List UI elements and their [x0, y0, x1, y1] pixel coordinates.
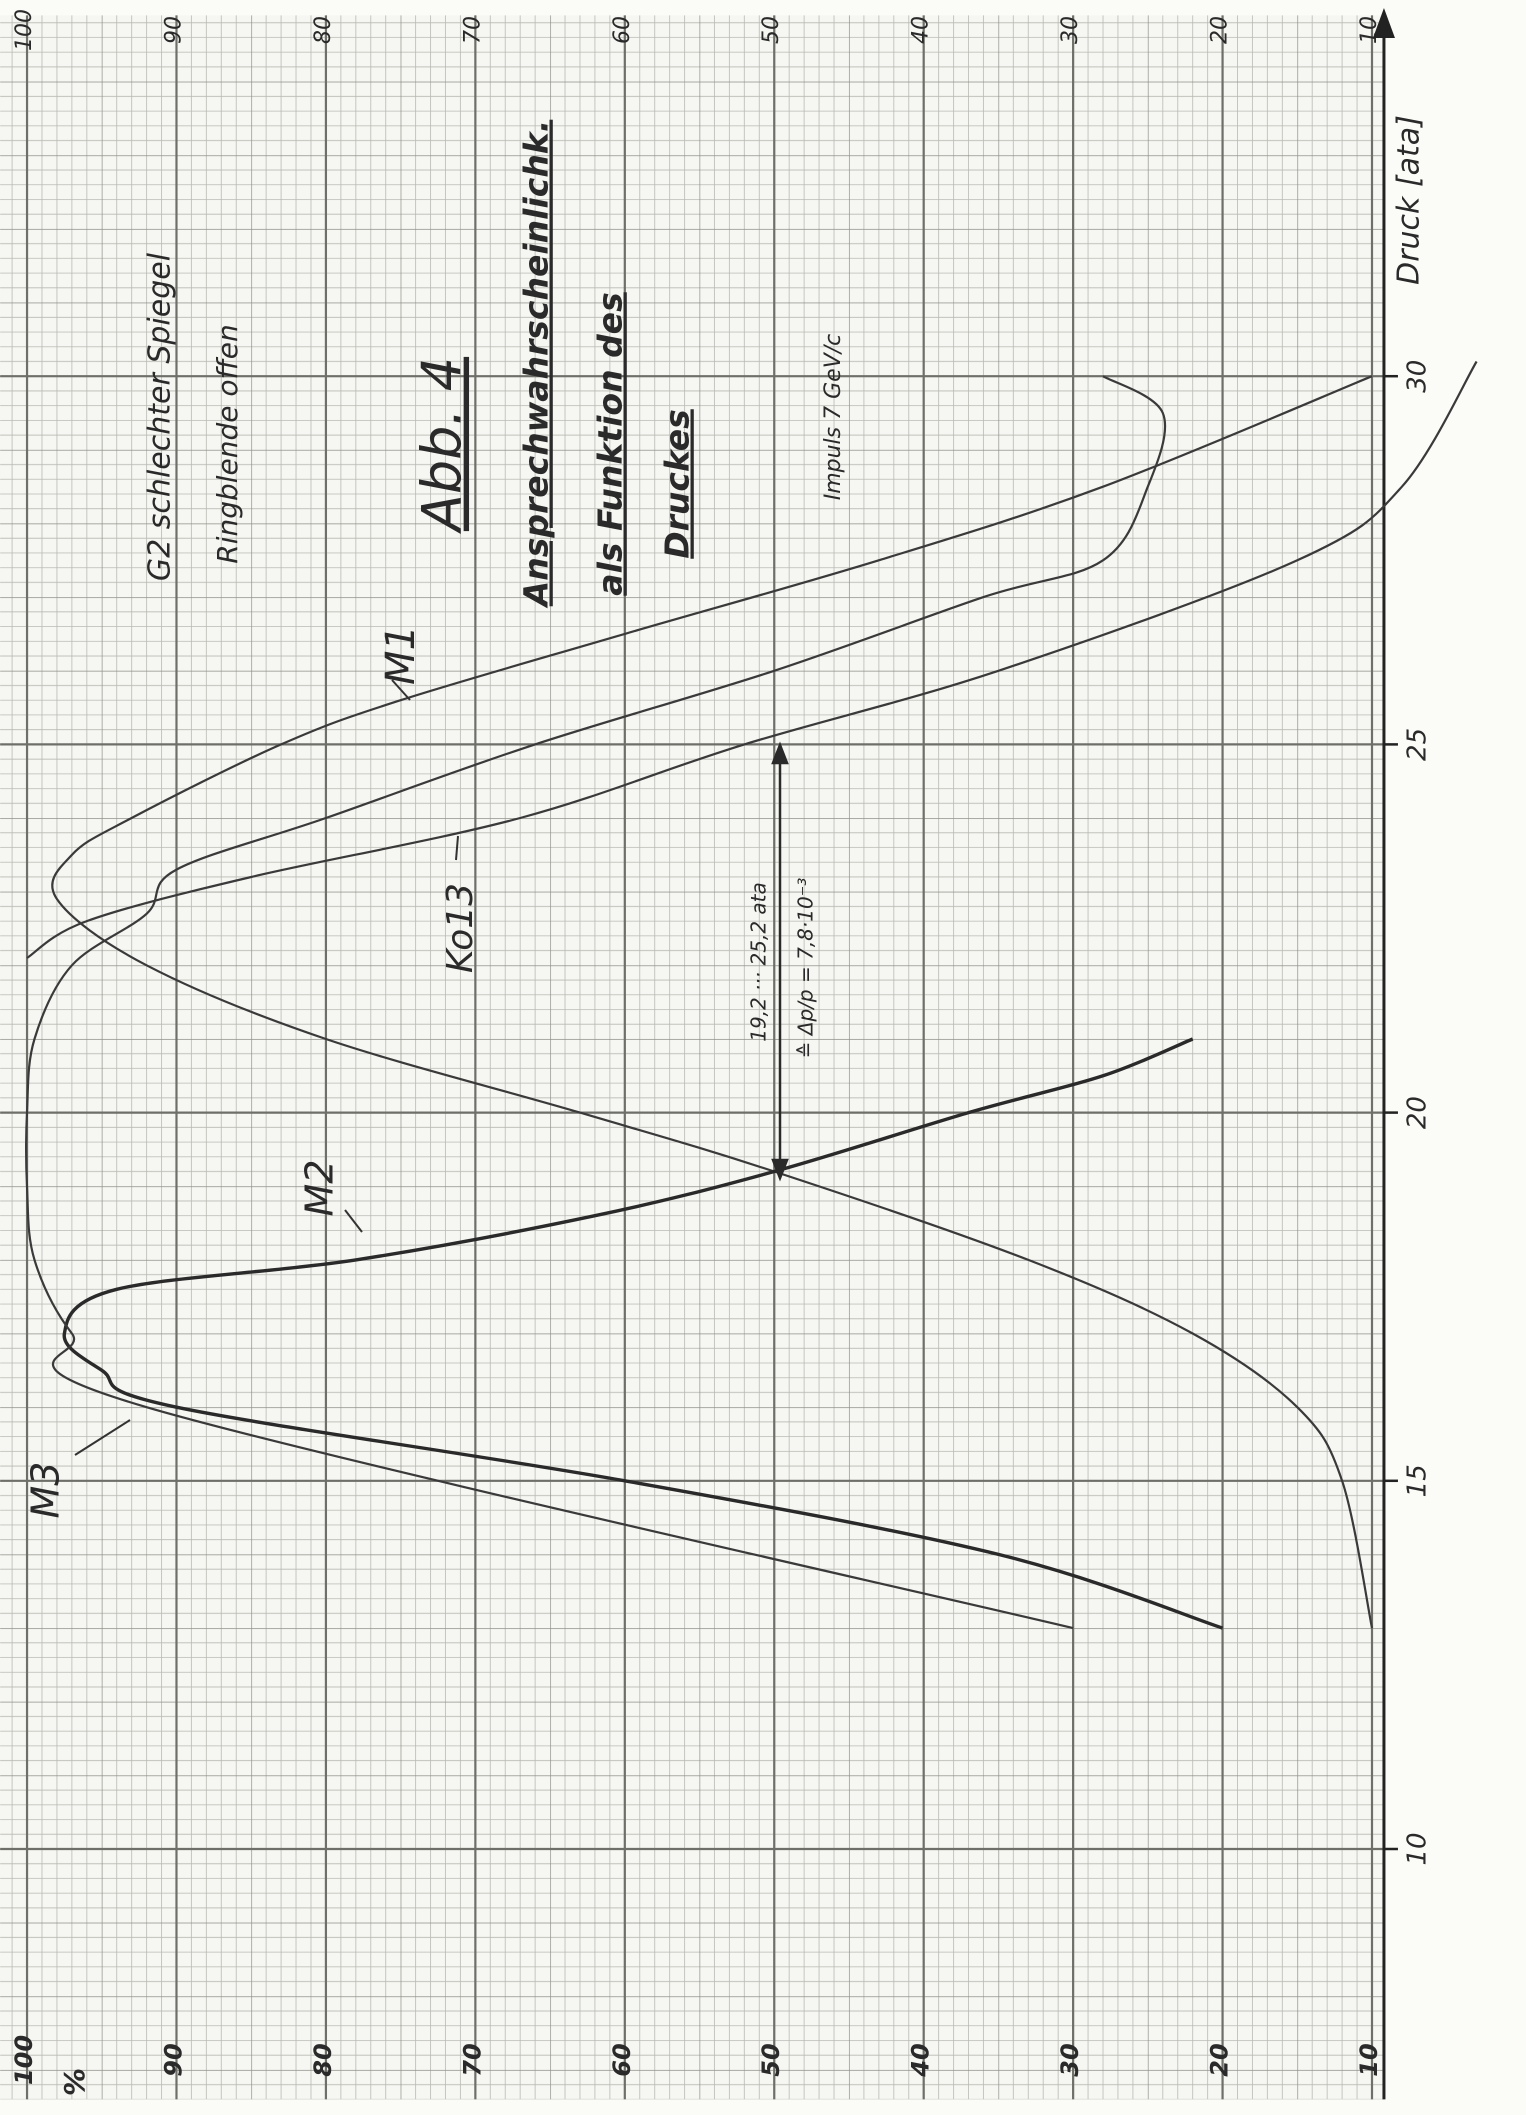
y-tick-label: 60: [610, 16, 635, 44]
y-tick-label: 100: [10, 2035, 38, 2085]
paper-grid: [0, 15, 1384, 2099]
series-label: M3: [24, 1462, 68, 1519]
x-tick-label: 25: [1402, 728, 1432, 761]
y-tick-label: 40: [909, 16, 934, 44]
annotation: 19,2 ··· 25,2 ata: [747, 882, 771, 1042]
annotation: G2 schlechter Spiegel: [143, 252, 178, 581]
series-label: M1: [378, 625, 424, 685]
annotation: Ringblende offen: [211, 324, 244, 564]
x-tick-label: 30: [1402, 360, 1432, 393]
annotation: ≙ Δp/p = 7,8·10⁻³: [794, 878, 818, 1059]
y-axis-label: %: [58, 2068, 91, 2096]
y-tick-label: 10: [1355, 2043, 1383, 2076]
y-tick-label: 50: [757, 2043, 785, 2076]
y-tick-label: 100: [12, 9, 37, 51]
chart-title: Abb. 4: [411, 357, 474, 534]
x-tick-label: 20: [1402, 1096, 1432, 1129]
x-tick-label: 15: [1402, 1464, 1432, 1497]
chart-subtitle: als Funktion des: [591, 292, 630, 595]
y-tick-label: 80: [309, 2043, 337, 2076]
series-label: Ko13: [440, 883, 481, 973]
y-tick-label: 40: [907, 2043, 935, 2077]
graph-paper: [0, 15, 1384, 2099]
y-tick-label: 30: [1056, 2043, 1084, 2076]
y-tick-label: 50: [759, 16, 784, 44]
annotation: Impuls 7 GeV/c: [821, 334, 846, 501]
y-tick-label: 20: [1206, 2043, 1234, 2076]
y-tick-label: 30: [1058, 16, 1083, 44]
chart-subtitle: Ansprechwahrscheinlichk.: [517, 120, 556, 610]
y-tick-label: 60: [608, 2043, 636, 2076]
x-axis-label: Druck [ata]: [1392, 115, 1427, 285]
chart: 10 10 20 20 30 30 40 40 50 50 60 60 70 70 80 80 90 90 100 1…: [0, 0, 1526, 2111]
y-tick-label: 20: [1208, 16, 1233, 44]
x-tick-label: 10: [1402, 1832, 1432, 1865]
y-tick-label: 80: [311, 16, 336, 44]
y-tick-label: 70: [460, 16, 485, 44]
chart-subtitle: Druckes: [658, 409, 697, 559]
y-tick-label: 70: [458, 2043, 486, 2076]
y-tick-label: 90: [161, 16, 186, 44]
series-label: M2: [298, 1160, 342, 1217]
y-tick-label: 90: [159, 2043, 187, 2076]
